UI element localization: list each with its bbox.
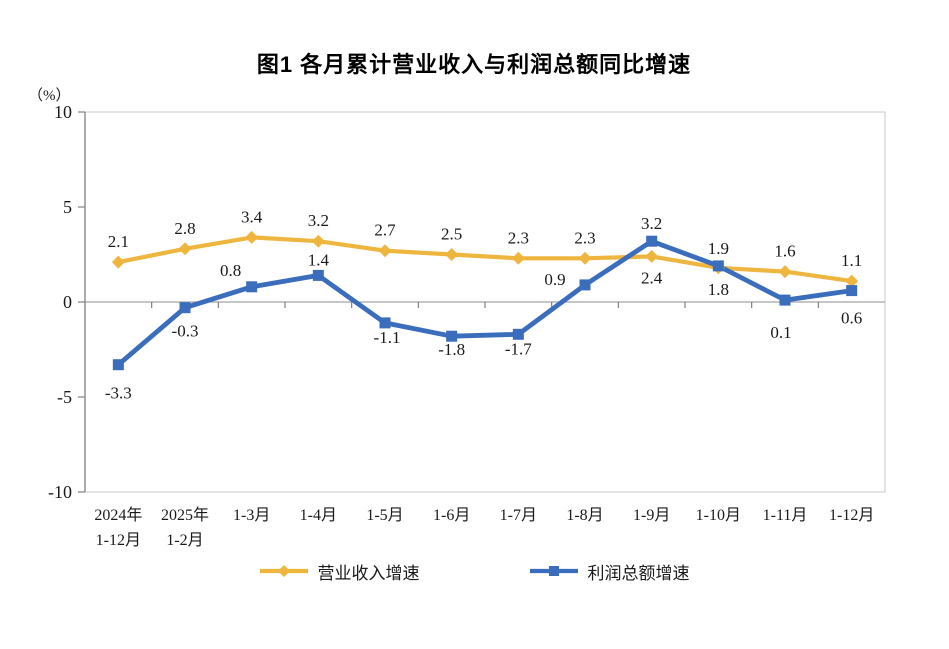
y-axis-tick-label: -5 (57, 387, 72, 407)
data-point-marker-diamond (645, 249, 659, 263)
x-axis-label: 1-10月 (696, 507, 741, 524)
data-point-marker-square (579, 279, 591, 291)
data-point-label: 2.4 (641, 268, 663, 287)
y-axis-tick-label: 10 (54, 102, 72, 122)
data-point-marker-square (846, 285, 858, 297)
data-point-marker-diamond (845, 274, 859, 288)
x-axis-label: 1-9月 (633, 507, 670, 524)
chart-legend: 营业收入增速 利润总额增速 (0, 556, 949, 586)
x-axis-label: 1-2月 (166, 532, 203, 549)
x-axis-label: 2025年 (161, 506, 209, 524)
data-point-label: 1.4 (308, 250, 330, 269)
data-point-marker-square (112, 359, 124, 371)
data-point-label: 1.6 (774, 242, 795, 261)
data-point-marker-square (646, 235, 658, 247)
data-point-label: -1.7 (505, 339, 532, 358)
data-point-label: 2.8 (174, 219, 195, 238)
x-axis-label: 1-4月 (300, 507, 337, 524)
data-point-label: 3.2 (641, 214, 662, 233)
x-axis-label: 2024年 (94, 506, 142, 524)
data-point-marker-diamond (311, 234, 325, 248)
legend-item: 营业收入增速 (259, 559, 420, 584)
data-point-label: 2.5 (441, 225, 462, 244)
data-point-label: -1.1 (374, 328, 401, 347)
data-point-label: 1.1 (841, 251, 862, 270)
data-point-label: 3.2 (308, 211, 329, 230)
x-axis-label: 1-3月 (233, 507, 270, 524)
data-point-label: 1.8 (708, 280, 729, 299)
data-point-marker-diamond (445, 248, 459, 261)
data-point-label: -0.3 (172, 322, 199, 341)
data-point-marker-diamond (578, 251, 592, 265)
data-point-label: 0.8 (220, 261, 241, 280)
data-point-label: 0.9 (544, 270, 565, 289)
data-point-marker-square (179, 302, 191, 314)
data-point-marker-square (712, 260, 724, 272)
data-point-label: -3.3 (105, 384, 132, 403)
legend-item: 利润总额增速 (529, 559, 690, 584)
x-axis-label: 1-5月 (366, 507, 403, 524)
data-point-marker-diamond (378, 244, 392, 258)
chart-title: 图1 各月累计营业收入与利润总额同比增速 (257, 52, 691, 77)
series-line-0 (116, 235, 854, 284)
data-point-marker-diamond (245, 230, 259, 244)
x-axis-label: 1-8月 (566, 507, 603, 524)
data-point-label: 3.4 (241, 207, 263, 226)
data-point-label: -1.8 (438, 340, 465, 359)
x-axis-label: 1-12月 (96, 532, 141, 549)
y-axis-tick-label: 5 (63, 197, 72, 217)
data-point-label: 2.3 (574, 228, 595, 247)
data-point-label: 2.3 (508, 228, 529, 247)
y-axis-tick-label: 0 (63, 292, 72, 312)
x-axis-label: 1-12月 (829, 507, 874, 524)
data-point-marker-square (779, 294, 791, 306)
plot-area: 10 5 0 -5 -10 2024年 1-12月 2025年 1-2月 1-3月 1-4月 1-5月… (48, 102, 886, 549)
data-point-label: 0.1 (770, 323, 791, 342)
data-point-marker-diamond (778, 265, 792, 279)
data-point-marker-diamond (111, 255, 125, 269)
data-point-marker-square (446, 330, 458, 342)
legend-label: 利润总额增速 (587, 563, 690, 583)
legend-label: 营业收入增速 (317, 563, 420, 583)
x-axis-label: 1-7月 (500, 507, 537, 524)
data-point-marker-square (246, 281, 258, 293)
data-point-marker-diamond (511, 251, 525, 265)
data-point-label: 1.9 (708, 239, 729, 258)
data-point-label: 2.7 (374, 221, 396, 240)
data-point-marker-diamond (178, 242, 192, 256)
series-line-1 (115, 238, 855, 368)
data-point-label: 0.6 (841, 309, 862, 328)
legend-line-square-icon (529, 566, 578, 576)
legend-line-diamond-icon (259, 565, 308, 577)
x-axis-label: 1-11月 (763, 507, 808, 524)
data-point-label: 2.1 (108, 232, 129, 251)
data-point-marker-square (379, 317, 391, 329)
y-axis-unit-label: （%） (28, 87, 71, 104)
data-point-marker-square (312, 269, 324, 281)
y-axis-tick-label: -10 (48, 482, 72, 502)
x-axis-label: 1-6月 (433, 507, 470, 524)
data-point-marker-square (512, 328, 524, 340)
